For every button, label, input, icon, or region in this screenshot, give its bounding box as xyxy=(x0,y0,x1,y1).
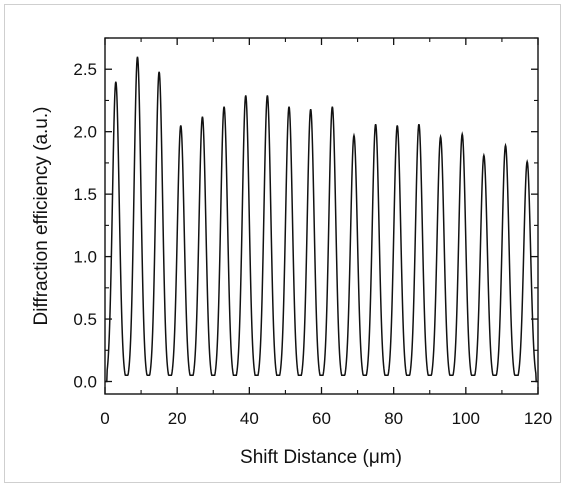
y-tick-label: 2.0 xyxy=(73,123,97,142)
x-tick-label: 20 xyxy=(168,409,187,428)
x-tick-label: 80 xyxy=(384,409,403,428)
plot-area xyxy=(104,37,539,395)
y-tick-label: 0.0 xyxy=(73,373,97,392)
y-tick-label: 1.5 xyxy=(73,185,97,204)
series-line xyxy=(105,56,538,383)
y-tick-label: 2.5 xyxy=(73,60,97,79)
x-tick-label: 120 xyxy=(524,409,552,428)
y-axis-title: Diffraction efficiency (a.u.) xyxy=(31,107,52,326)
x-tick-label: 0 xyxy=(100,409,109,428)
figure-frame xyxy=(4,4,561,483)
x-axis: 0 20 40 60 80 100 120 xyxy=(100,38,552,428)
y-tick-label: 1.0 xyxy=(73,248,97,267)
y-axis: 0.0 0.5 1.0 1.5 2.0 2.5 xyxy=(73,37,538,392)
x-axis-title: Shift Distance (μm) xyxy=(240,447,402,468)
x-tick-label: 100 xyxy=(452,409,480,428)
y-tick-label: 0.5 xyxy=(73,310,97,329)
x-tick-label: 60 xyxy=(312,409,331,428)
x-tick-label: 40 xyxy=(240,409,259,428)
